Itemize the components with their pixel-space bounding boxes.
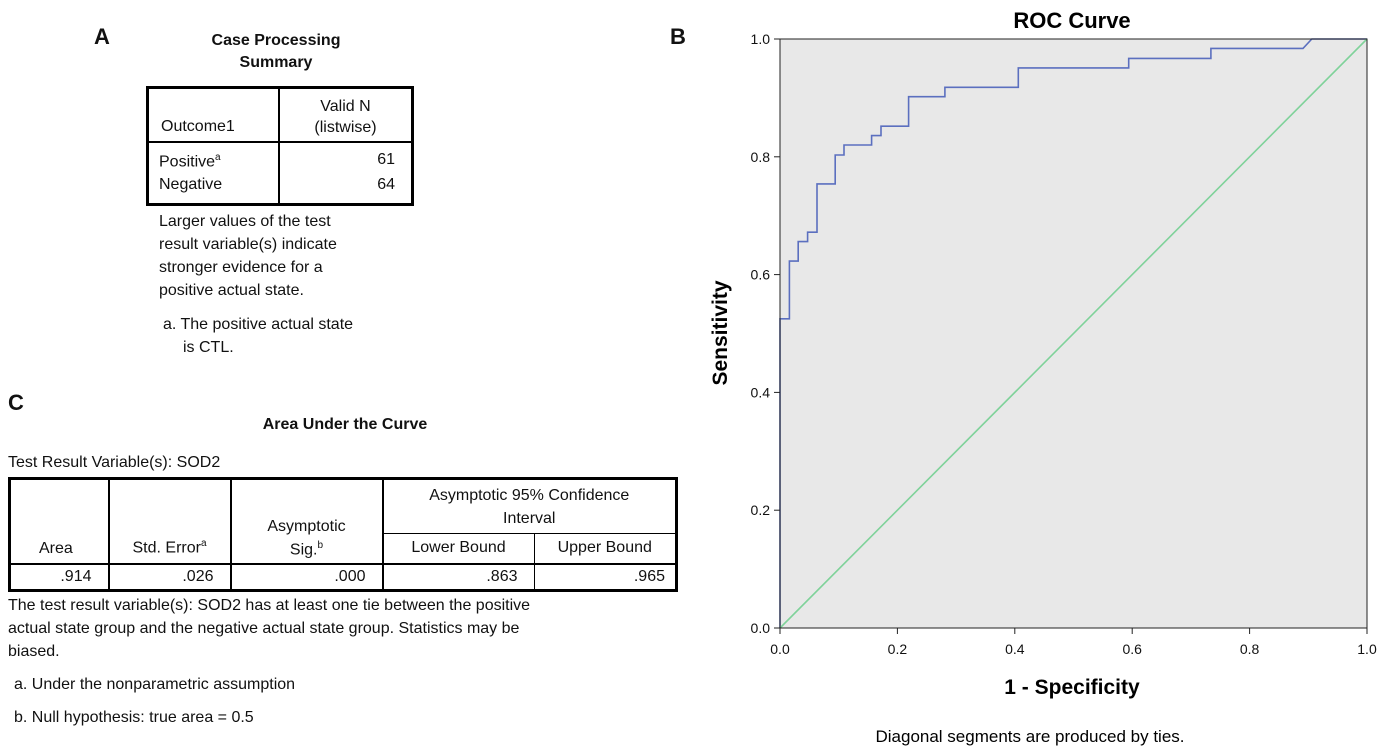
auc-header-row-1: Area Std. Errora Asymptotic Sig.b Asympt…: [9, 478, 677, 565]
table-row: Negative 64: [147, 173, 413, 205]
ci-line2: Interval: [503, 509, 556, 527]
plot-frame: [779, 38, 1368, 629]
header-asym-sig: Asymptotic Sig.b: [230, 478, 384, 565]
panel-label-c: C: [8, 390, 24, 415]
y-tick-label: 0.4: [751, 384, 771, 400]
case-summary-header-row: Outcome1 Valid N (listwise): [147, 87, 413, 142]
y-tick-label: 0.0: [751, 620, 771, 636]
note-line: Larger values of the test: [159, 213, 331, 230]
roc-curve-line: [779, 38, 1367, 628]
y-tick-label: 0.6: [751, 267, 771, 283]
auc-header-row-2: Lower Bound Upper Bound: [10, 533, 677, 565]
y-tick-label: 0.8: [751, 149, 771, 165]
row-value-positive: 61: [377, 150, 395, 168]
auc-note: The test result variable(s): SOD2 has at…: [8, 594, 530, 663]
note-line: result variable(s) indicate: [159, 236, 337, 253]
note-line: biased.: [8, 643, 60, 660]
chart-title: ROC Curve: [1013, 8, 1130, 33]
header-std-error: Std. Errora: [108, 478, 232, 565]
case-summary-title-line1: Case Processing: [211, 32, 341, 49]
header-valid-line1: Valid N: [320, 97, 371, 115]
case-summary-note: Larger values of the test result variabl…: [159, 210, 337, 302]
positive-sup: a: [215, 151, 221, 163]
footnote-line1: a. The positive actual state: [163, 316, 354, 333]
header-area: Area: [9, 478, 110, 565]
panel-label-a: A: [94, 24, 110, 49]
value-lower-bound: .863: [382, 563, 535, 590]
ci-line1: Asymptotic 95% Confidence: [429, 486, 630, 504]
footnote-line2: is CTL.: [183, 339, 234, 356]
auc-title: Area Under the Curve: [262, 416, 428, 433]
chart-footnote: Diagonal segments are produced by ties.: [875, 727, 1184, 746]
note-line: The test result variable(s): SOD2 has at…: [8, 597, 531, 614]
note-line: stronger evidence for a: [159, 259, 323, 276]
table-row: .914 .026 .000 .863 .965: [9, 563, 677, 590]
row-value-negative: 64: [377, 176, 395, 194]
asym-sig-line2: Sig.b: [233, 536, 381, 559]
std-error-sup: a: [200, 538, 207, 550]
header-lower-bound: Lower Bound: [382, 533, 535, 565]
x-tick-label: 1.0: [1357, 641, 1377, 657]
row-label-negative: Negative: [147, 173, 280, 205]
asym-sig-label: Sig.: [289, 541, 318, 559]
header-upper-bound: Upper Bound: [534, 533, 677, 565]
asym-sig-sup: b: [317, 540, 324, 552]
note-line: positive actual state.: [159, 282, 304, 299]
panel-label-b: B: [670, 24, 686, 49]
positive-label: Positive: [159, 152, 216, 170]
case-summary-title: Case Processing Summary: [150, 30, 402, 74]
x-tick-label: 0.6: [1122, 641, 1142, 657]
case-summary-table: Outcome1 Valid N (listwise) Positivea 61…: [146, 86, 414, 206]
std-error-label: Std. Error: [132, 539, 201, 557]
auc-variable-label: Test Result Variable(s): SOD2: [8, 454, 221, 471]
header-outcome: Outcome1: [147, 87, 280, 142]
value-area: .914: [9, 563, 110, 590]
y-axis-label: Sensitivity: [709, 280, 732, 385]
y-tick-label: 1.0: [751, 31, 771, 47]
reference-line: [779, 38, 1368, 629]
y-tick-label: 0.2: [751, 502, 771, 518]
table-row: Positivea 61: [147, 141, 413, 174]
value-upper-bound: .965: [633, 567, 665, 585]
x-tick-label: 0.8: [1240, 641, 1260, 657]
auc-footnote-b: b. Null hypothesis: true area = 0.5: [14, 709, 254, 726]
asym-sig-line1: Asymptotic: [267, 518, 346, 536]
x-axis-label: 1 - Specificity: [1004, 676, 1140, 699]
value-sig: .000: [230, 563, 384, 590]
value-std-error: .026: [108, 563, 232, 590]
note-line: actual state group and the negative actu…: [8, 620, 520, 637]
x-tick-label: 0.4: [1005, 641, 1025, 657]
auc-footnote-a: a. Under the nonparametric assumption: [14, 676, 296, 693]
case-summary-title-line2: Summary: [239, 54, 313, 71]
row-label-positive: Positivea: [147, 141, 280, 174]
header-valid-line2: (listwise): [314, 118, 377, 136]
case-summary-footnote: a. The positive actual state is CTL.: [163, 313, 353, 359]
x-tick-label: 0.2: [888, 641, 908, 657]
header-valid-n: Valid N (listwise): [279, 88, 413, 142]
x-tick-label: 0.0: [770, 641, 790, 657]
auc-table: Area Std. Errora Asymptotic Sig.b Asympt…: [8, 477, 678, 592]
header-ci: Asymptotic 95% Confidence Interval: [382, 478, 677, 534]
